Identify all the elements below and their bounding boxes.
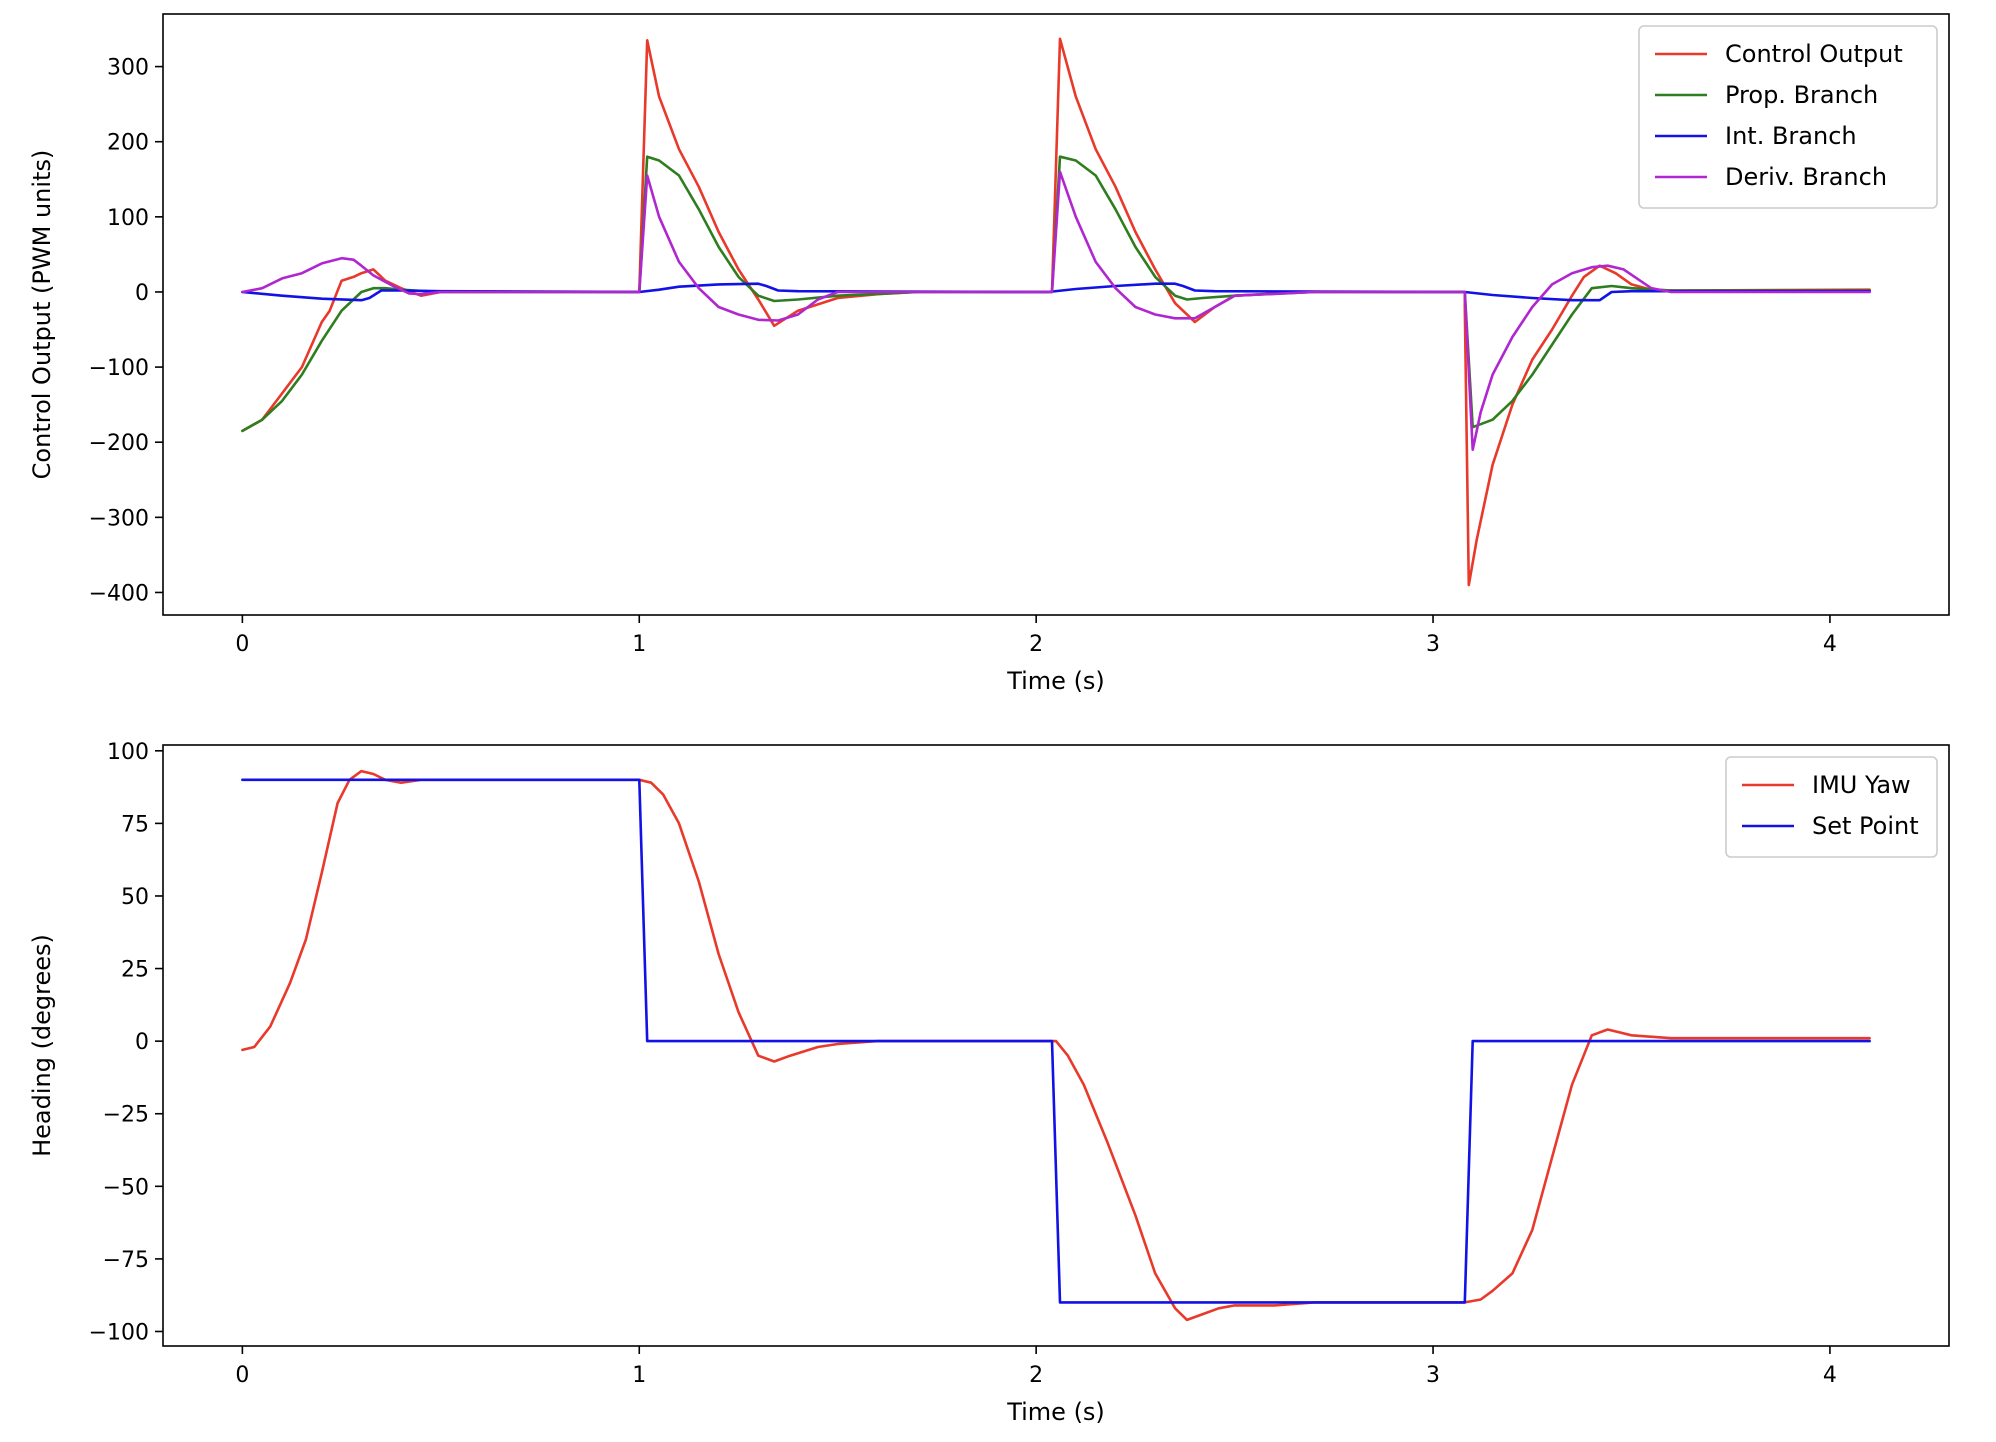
series-lines: [241, 769, 1871, 1322]
y-tick-label: −50: [103, 1175, 149, 1200]
x-tick-label: 3: [1426, 1363, 1440, 1388]
x-tick-label: 1: [632, 632, 646, 657]
control-output-plot: 0 1 2 3 4 −400 −300 −200 −100 0 100 200 300 Time (s) C…: [28, 13, 1950, 695]
y-tick-label: 25: [121, 958, 149, 983]
x-axis-label: Time (s): [1006, 1398, 1105, 1426]
y-tick-label: −75: [103, 1248, 149, 1273]
x-axis-label: Time (s): [1006, 667, 1105, 695]
y-tick-label: −400: [89, 581, 149, 606]
x-tick-label: 4: [1823, 632, 1837, 657]
x-tick-label: 0: [235, 1363, 249, 1388]
y-tick-label: −300: [89, 506, 149, 531]
y-axis-label: Heading (degrees): [28, 934, 56, 1157]
plot-frame: [162, 13, 1950, 616]
series-lines: [241, 37, 1871, 587]
y-tick-label: −25: [103, 1103, 149, 1128]
x-tick-label: 3: [1426, 632, 1440, 657]
legend-label-int-branch: Int. Branch: [1725, 122, 1857, 150]
y-tick-label: 200: [107, 131, 149, 156]
y-tick-label: −100: [89, 1320, 149, 1345]
y-tick-label: 300: [107, 56, 149, 81]
legend-label-imu-yaw: IMU Yaw: [1812, 771, 1911, 799]
y-tick-label: 0: [135, 1030, 149, 1055]
y-axis-label: Control Output (PWM units): [28, 150, 56, 480]
plot-frame: [162, 744, 1950, 1347]
legend-box: [1638, 25, 1938, 209]
x-tick-label: 4: [1823, 1363, 1837, 1388]
x-tick-label: 0: [235, 632, 249, 657]
legend: Control Output Prop. Branch Int. Branch Der…: [1638, 25, 1938, 209]
y-tick-label: 100: [107, 740, 149, 765]
legend-label-set-point: Set Point: [1812, 812, 1919, 840]
y-tick-label: 50: [121, 885, 149, 910]
series-line-control-output: [241, 37, 1871, 587]
legend-label-control-output: Control Output: [1725, 40, 1903, 68]
x-tick-label: 2: [1029, 632, 1043, 657]
y-tick-label: −100: [89, 356, 149, 381]
y-tick-label: 75: [121, 812, 149, 837]
x-tick-label: 1: [632, 1363, 646, 1388]
y-tick-label: 0: [135, 281, 149, 306]
y-tick-label: 100: [107, 206, 149, 231]
series-line-deriv-branch: [241, 170, 1871, 452]
legend-box: [1725, 756, 1938, 858]
series-line-set-point: [241, 778, 1871, 1304]
x-tick-label: 2: [1029, 1363, 1043, 1388]
series-line-imu-yaw: [241, 769, 1871, 1322]
legend-label-prop-branch: Prop. Branch: [1725, 81, 1878, 109]
legend-label-deriv-branch: Deriv. Branch: [1725, 163, 1887, 191]
y-tick-label: −200: [89, 431, 149, 456]
heading-plot: 0 1 2 3 4 −100 −75 −50 −25 0 25 50 75 100 Time (s) Head…: [28, 740, 1950, 1426]
legend: IMU Yaw Set Point: [1725, 756, 1938, 858]
